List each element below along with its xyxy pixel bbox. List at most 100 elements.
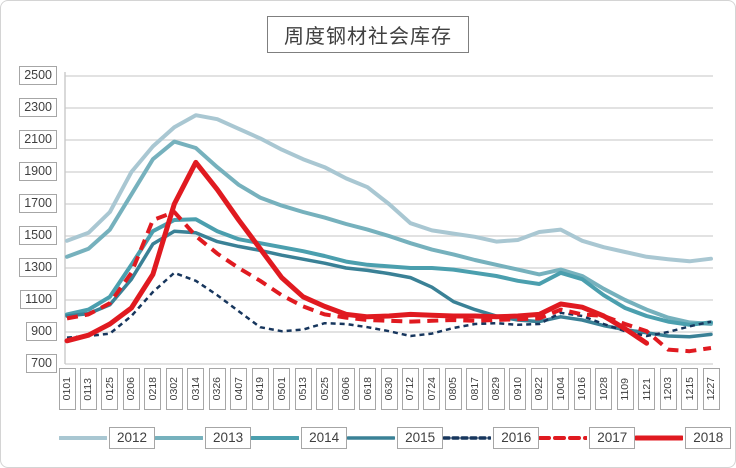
y-axis-tick-label: 2300 [19,98,57,117]
legend-line-swatch-2014 [251,436,300,440]
x-axis-tick-label: 0125 [101,368,119,410]
legend-item-2017: 2017 [539,427,636,449]
y-axis-tick-label: 1700 [19,194,57,213]
y-axis-tick-label: 2500 [19,66,57,85]
x-axis-tick-label: 0206 [122,368,140,410]
legend-label-2018: 2018 [685,427,732,449]
x-axis-tick-text: 1028 [597,377,610,401]
legend-line-swatch-2017 [539,436,588,440]
y-axis-tick-label: 1100 [20,290,57,309]
x-axis-tick-label: 0326 [208,368,226,410]
x-axis-tick-text: 0922 [533,377,546,401]
x-axis-tick-label: 0922 [530,368,548,410]
legend-item-2015: 2015 [347,427,444,449]
legend-item-2016: 2016 [443,427,540,449]
x-axis-tick-label: 1004 [552,368,570,410]
x-axis-tick-label: 1203 [659,368,677,410]
x-axis-tick-text: 0712 [404,377,417,401]
chart-title: 周度钢材社会库存 [267,16,469,53]
legend-item-2012: 2012 [59,427,156,449]
legend-label-2016: 2016 [493,427,540,449]
legend-line-swatch-2016 [443,436,492,440]
series-line-2016 [66,271,712,339]
x-axis-tick-text: 1203 [662,377,675,401]
x-axis-tick-label: 1016 [573,368,591,410]
x-axis-tick-label: 0314 [187,368,205,410]
x-axis-tick-text: 0125 [103,377,116,401]
series-line-2018 [64,159,650,346]
x-axis-tick-text: 0805 [447,377,460,401]
x-axis-tick-text: 0101 [61,377,73,401]
legend-label-2017: 2017 [589,427,636,449]
x-axis-tick-label: 1109 [616,368,634,410]
x-axis-tick-label: 0525 [316,368,334,410]
x-axis-tick-text: 0513 [297,377,310,401]
x-axis-tick-label: 1121 [638,368,656,410]
x-axis-tick-text: 0606 [340,377,353,401]
x-axis-tick-label: 0712 [401,368,419,410]
legend-label-2012: 2012 [109,427,156,449]
x-axis-tick-label: 0606 [337,368,355,410]
legend-item-2013: 2013 [155,427,252,449]
x-axis-tick-label: 0817 [466,368,484,410]
x-axis-tick-text: 1004 [554,377,567,401]
series-line-2013 [65,139,713,326]
x-axis-tick-text: 0419 [254,377,267,401]
x-axis-tick-label: 0805 [444,368,462,410]
x-axis-tick-text: 0501 [275,377,288,401]
x-axis-tick-text: 0314 [189,377,202,401]
x-axis-tick-label: 0218 [144,368,162,410]
x-axis-tick-label: 0618 [359,368,377,410]
legend-label-2015: 2015 [397,427,444,449]
x-axis-tick-label: 1227 [702,368,720,410]
series-line-2014 [65,217,713,327]
x-axis-tick-label: 0501 [273,368,291,410]
x-axis-tick-text: 0218 [146,377,159,401]
legend-label-2014: 2014 [301,427,348,449]
legend-line-swatch-2012 [59,436,107,440]
x-axis-tick-label: 0407 [230,368,248,410]
x-axis-tick-label: 0419 [251,368,269,410]
x-axis-tick-text: 0302 [168,377,181,401]
y-axis-tick-label: 2100 [19,130,57,149]
x-axis-tick-label: 1028 [595,368,613,410]
x-axis-tick-text: 1016 [576,377,589,401]
x-axis-tick-text: 0113 [82,377,95,401]
x-axis-tick-label: 0630 [380,368,398,410]
x-axis-tick-text: 0910 [511,377,524,401]
x-axis-tick-label: 0101 [58,368,76,410]
x-axis-tick-label: 0513 [294,368,312,410]
y-axis-tick-label: 1500 [19,226,57,245]
x-axis-tick-text: 1121 [640,377,653,401]
legend-line-swatch-2018 [635,435,684,441]
x-axis-tick-text: 1215 [683,377,696,401]
x-axis-tick-text: 0326 [211,377,224,401]
x-axis-tick-text: 0630 [383,377,395,401]
y-axis-tick-label: 900 [26,322,57,341]
x-axis-tick-text: 0206 [125,377,138,401]
y-axis-tick-label: 700 [26,354,57,373]
x-axis-tick-text: 0525 [318,377,331,401]
legend-line-swatch-2015 [347,436,396,440]
y-axis-tick-label: 1300 [19,258,57,277]
x-axis-tick-label: 1215 [681,368,699,410]
legend: 2012 2013 2014 2015 2016 2017 2018 [59,425,732,451]
x-axis-tick-label: 0302 [165,368,183,410]
x-axis-tick-text: 0817 [468,377,481,401]
x-axis-tick-text: 1109 [619,377,632,401]
legend-item-2014: 2014 [251,427,348,449]
x-axis-tick-label: 0829 [487,368,505,410]
x-axis-tick-text: 0829 [490,377,503,401]
legend-label-2013: 2013 [205,427,252,449]
x-axis-tick-label: 0910 [509,368,527,410]
legend-item-2018: 2018 [635,427,732,449]
x-axis-tick-text: 0407 [232,377,245,401]
x-axis-tick-text: 0724 [425,377,438,401]
legend-line-swatch-2013 [155,436,204,440]
series-line-2012 [65,113,713,264]
x-axis-tick-label: 0724 [423,368,441,410]
x-axis-tick-text: 1227 [705,377,717,401]
series-line-2015 [65,229,713,339]
